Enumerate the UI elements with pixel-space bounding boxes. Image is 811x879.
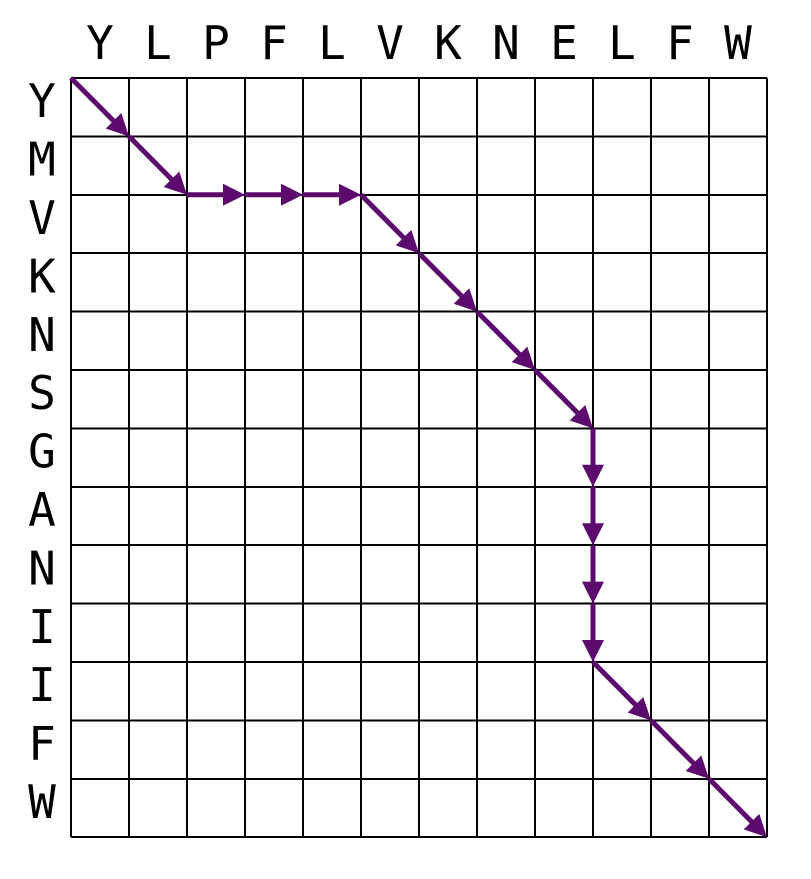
left-sequence-letter: I xyxy=(28,658,56,712)
alignment-path-arrowhead xyxy=(582,581,604,604)
alignment-path-arrowhead xyxy=(453,288,477,312)
alignment-path-arrowhead xyxy=(511,346,535,370)
alignment-path-arrowhead xyxy=(582,464,604,487)
left-sequence-letter: V xyxy=(28,191,56,245)
left-sequence-letter: G xyxy=(28,425,56,479)
left-sequence-letter: K xyxy=(28,249,56,303)
left-sequence-letter: W xyxy=(28,775,56,829)
top-sequence-letter: K xyxy=(434,16,462,70)
alignment-path-segment xyxy=(69,76,117,124)
top-sequence-letter: W xyxy=(724,16,752,70)
alignment-path-arrowhead xyxy=(281,183,303,206)
alignment-path-segment xyxy=(533,368,581,416)
left-sequence-letter: I xyxy=(28,600,56,654)
alignment-path-arrowhead xyxy=(685,755,709,779)
alignment-path xyxy=(69,76,767,838)
top-sequence-letter: L xyxy=(144,16,172,70)
left-sequence-letter: M xyxy=(28,133,56,187)
top-sequence-letter: F xyxy=(260,16,288,70)
alignment-path-arrowhead xyxy=(163,171,187,195)
alignment-path-arrowhead xyxy=(743,813,767,838)
left-sequence-letter: N xyxy=(28,541,56,595)
alignment-path-arrowhead xyxy=(105,113,129,137)
alignment-path-segment xyxy=(417,251,465,300)
alignment-path-segment xyxy=(591,660,639,708)
top-sequence-letter: P xyxy=(202,16,230,70)
alignment-path-arrowhead xyxy=(627,697,651,721)
alignment-path-segment xyxy=(359,193,407,241)
left-sequence-letter: F xyxy=(28,717,56,771)
top-sequence-letter: F xyxy=(666,16,694,70)
top-sequence-letter: V xyxy=(376,16,404,70)
alignment-path-arrowhead xyxy=(582,523,604,546)
left-sequence-letter: Y xyxy=(28,74,56,128)
alignment-path-arrowhead xyxy=(395,229,419,254)
alignment-path-segment xyxy=(707,777,755,825)
alignment-path-segment xyxy=(649,718,697,767)
alignment-grid xyxy=(70,77,768,839)
top-sequence-letter: N xyxy=(492,16,520,70)
alignment-path-segment xyxy=(475,309,523,358)
alignment-path-arrowhead xyxy=(223,183,245,206)
top-sequence-letter: Y xyxy=(86,16,114,70)
left-sequence-letter: N xyxy=(28,308,56,362)
alignment-path-segment xyxy=(127,134,175,183)
top-sequence-letter: L xyxy=(318,16,346,70)
alignment-path-arrowhead xyxy=(582,640,604,662)
top-sequence-letter: E xyxy=(550,16,578,70)
alignment-path-arrowhead xyxy=(569,405,593,429)
left-sequence-letter: S xyxy=(28,366,56,420)
left-sequence-letter: A xyxy=(28,483,56,537)
top-sequence-letter: L xyxy=(608,16,636,70)
alignment-path-arrowhead xyxy=(339,183,361,206)
